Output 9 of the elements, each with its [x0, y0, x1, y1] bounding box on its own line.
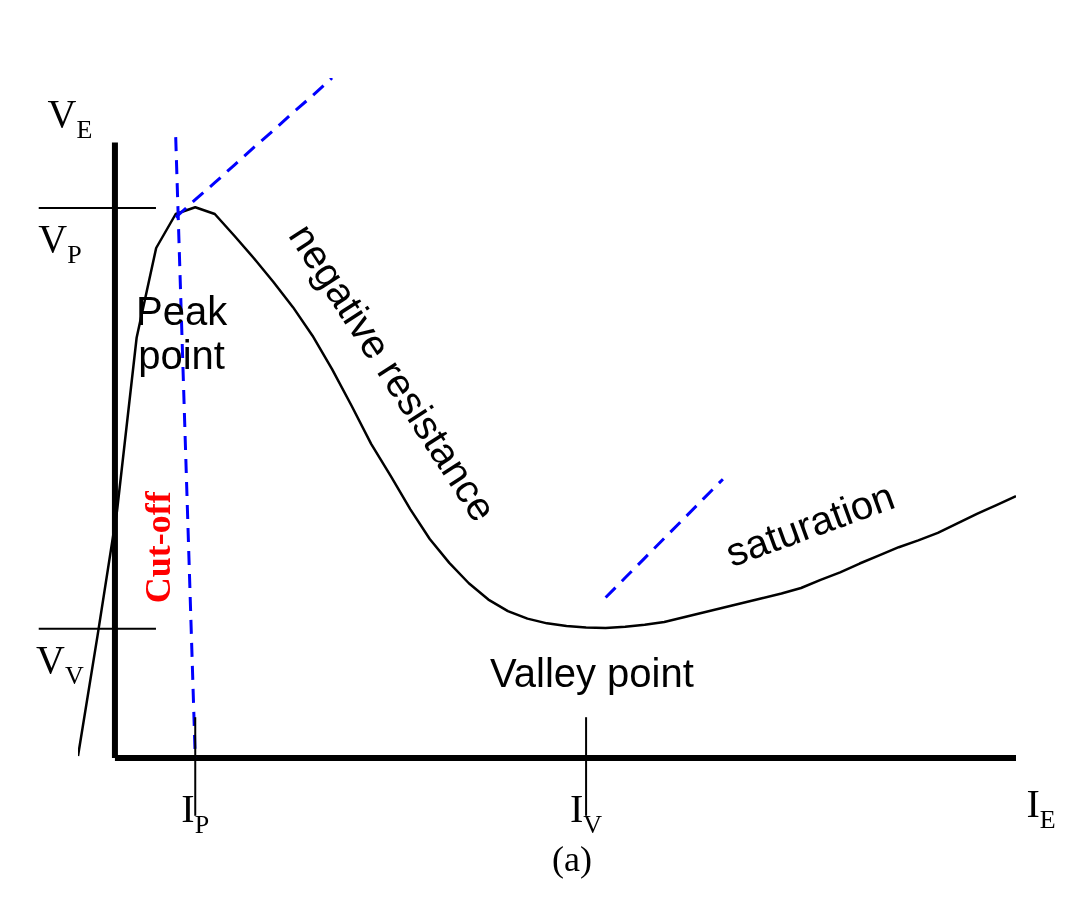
annotation: Valley point — [490, 650, 694, 695]
annotation: Cut-off — [138, 490, 179, 604]
annotation: V$_{V}$ — [36, 636, 84, 691]
text: I$_{V}$ — [570, 786, 603, 840]
y-axis-title: V$_{E}$ — [47, 90, 93, 145]
x-axis-title: I$_{E}$ — [1026, 781, 1056, 835]
annotation: V$_{P}$ — [38, 216, 82, 270]
text: (a) — [551, 838, 593, 880]
text: I$_{P}$ — [181, 786, 210, 840]
